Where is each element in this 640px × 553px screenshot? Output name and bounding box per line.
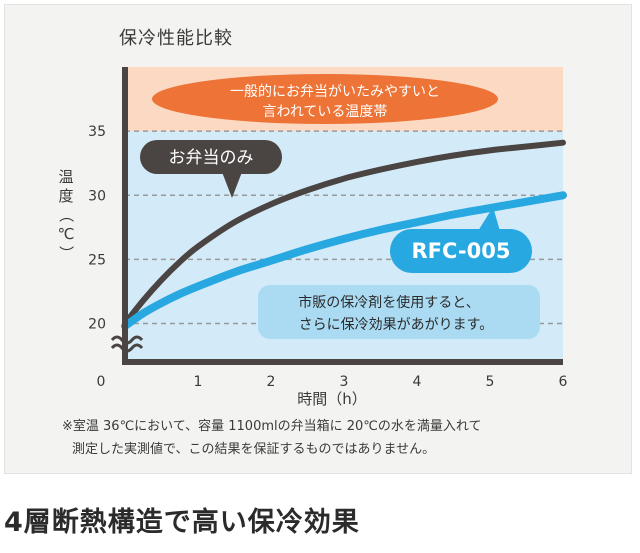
x-tick-label-2: 2	[267, 374, 276, 390]
x-tick-label-4: 4	[413, 374, 422, 390]
ice-pack-line-2: さらに保冷効果があがります。	[299, 317, 494, 333]
y-axis-label: 温度 （ ℃ ）	[57, 168, 75, 261]
x-tick-label-3: 3	[340, 374, 349, 390]
danger-zone-callout: 一般的にお弁当がいたみやすいと 言われている温度帯	[152, 74, 498, 124]
rfc-005-label: RFC-005	[412, 239, 511, 263]
y-axis-label-char: 度	[58, 187, 73, 205]
x-tick-label-5: 5	[486, 374, 495, 390]
ice-pack-line-1: 市販の保冷剤を使用すると、	[298, 294, 479, 311]
y-tick-label-30: 30	[88, 188, 106, 204]
y-tick-label-25: 25	[88, 252, 106, 268]
y-tick-label-20: 20	[88, 317, 106, 333]
y-axis-label-char: ℃	[58, 225, 75, 243]
feature-heading: 4層断熱構造で高い保冷効果	[4, 507, 360, 538]
note-line-2: 測定した実測値で、この結果を保証するものではありません。	[72, 441, 435, 457]
x-tick-label-0: 0	[97, 374, 106, 390]
note-line-1: ※室温 36℃において、容量 1100mlの弁当箱に 20℃の水を満量入れて	[62, 418, 482, 434]
rfc-005-callout: RFC-005	[390, 207, 532, 273]
ice-pack-callout: 市販の保冷剤を使用すると、 さらに保冷効果があがります。	[258, 285, 540, 339]
series-line-rfc-005	[121, 191, 567, 331]
temperature-chart: 0 1 2 3 4 5 6 20 25 30 35 保冷性能比較 温度 （ ℃ ） 時間（h） 一般的にお…	[57, 28, 568, 457]
x-tick-label-1: 1	[194, 374, 203, 390]
y-axis-label-char: 温	[58, 168, 73, 186]
danger-zone-line-1: 一般的にお弁当がいたみやすいと	[230, 84, 440, 100]
bento-only-label: お弁当のみ	[169, 148, 254, 168]
bento-only-callout: お弁当のみ	[140, 140, 282, 198]
y-tick-label-35: 35	[88, 124, 106, 140]
axis-break-marker	[110, 335, 144, 353]
x-axis-label: 時間（h）	[297, 390, 367, 408]
y-axis-label-char: ）	[57, 245, 75, 260]
danger-zone-line-2: 言われている温度帯	[263, 104, 388, 120]
chart-title: 保冷性能比較	[119, 28, 233, 49]
x-tick-label-6: 6	[559, 374, 568, 390]
series-line-bento-only	[122, 139, 566, 327]
y-axis-label-char: （	[57, 207, 75, 222]
